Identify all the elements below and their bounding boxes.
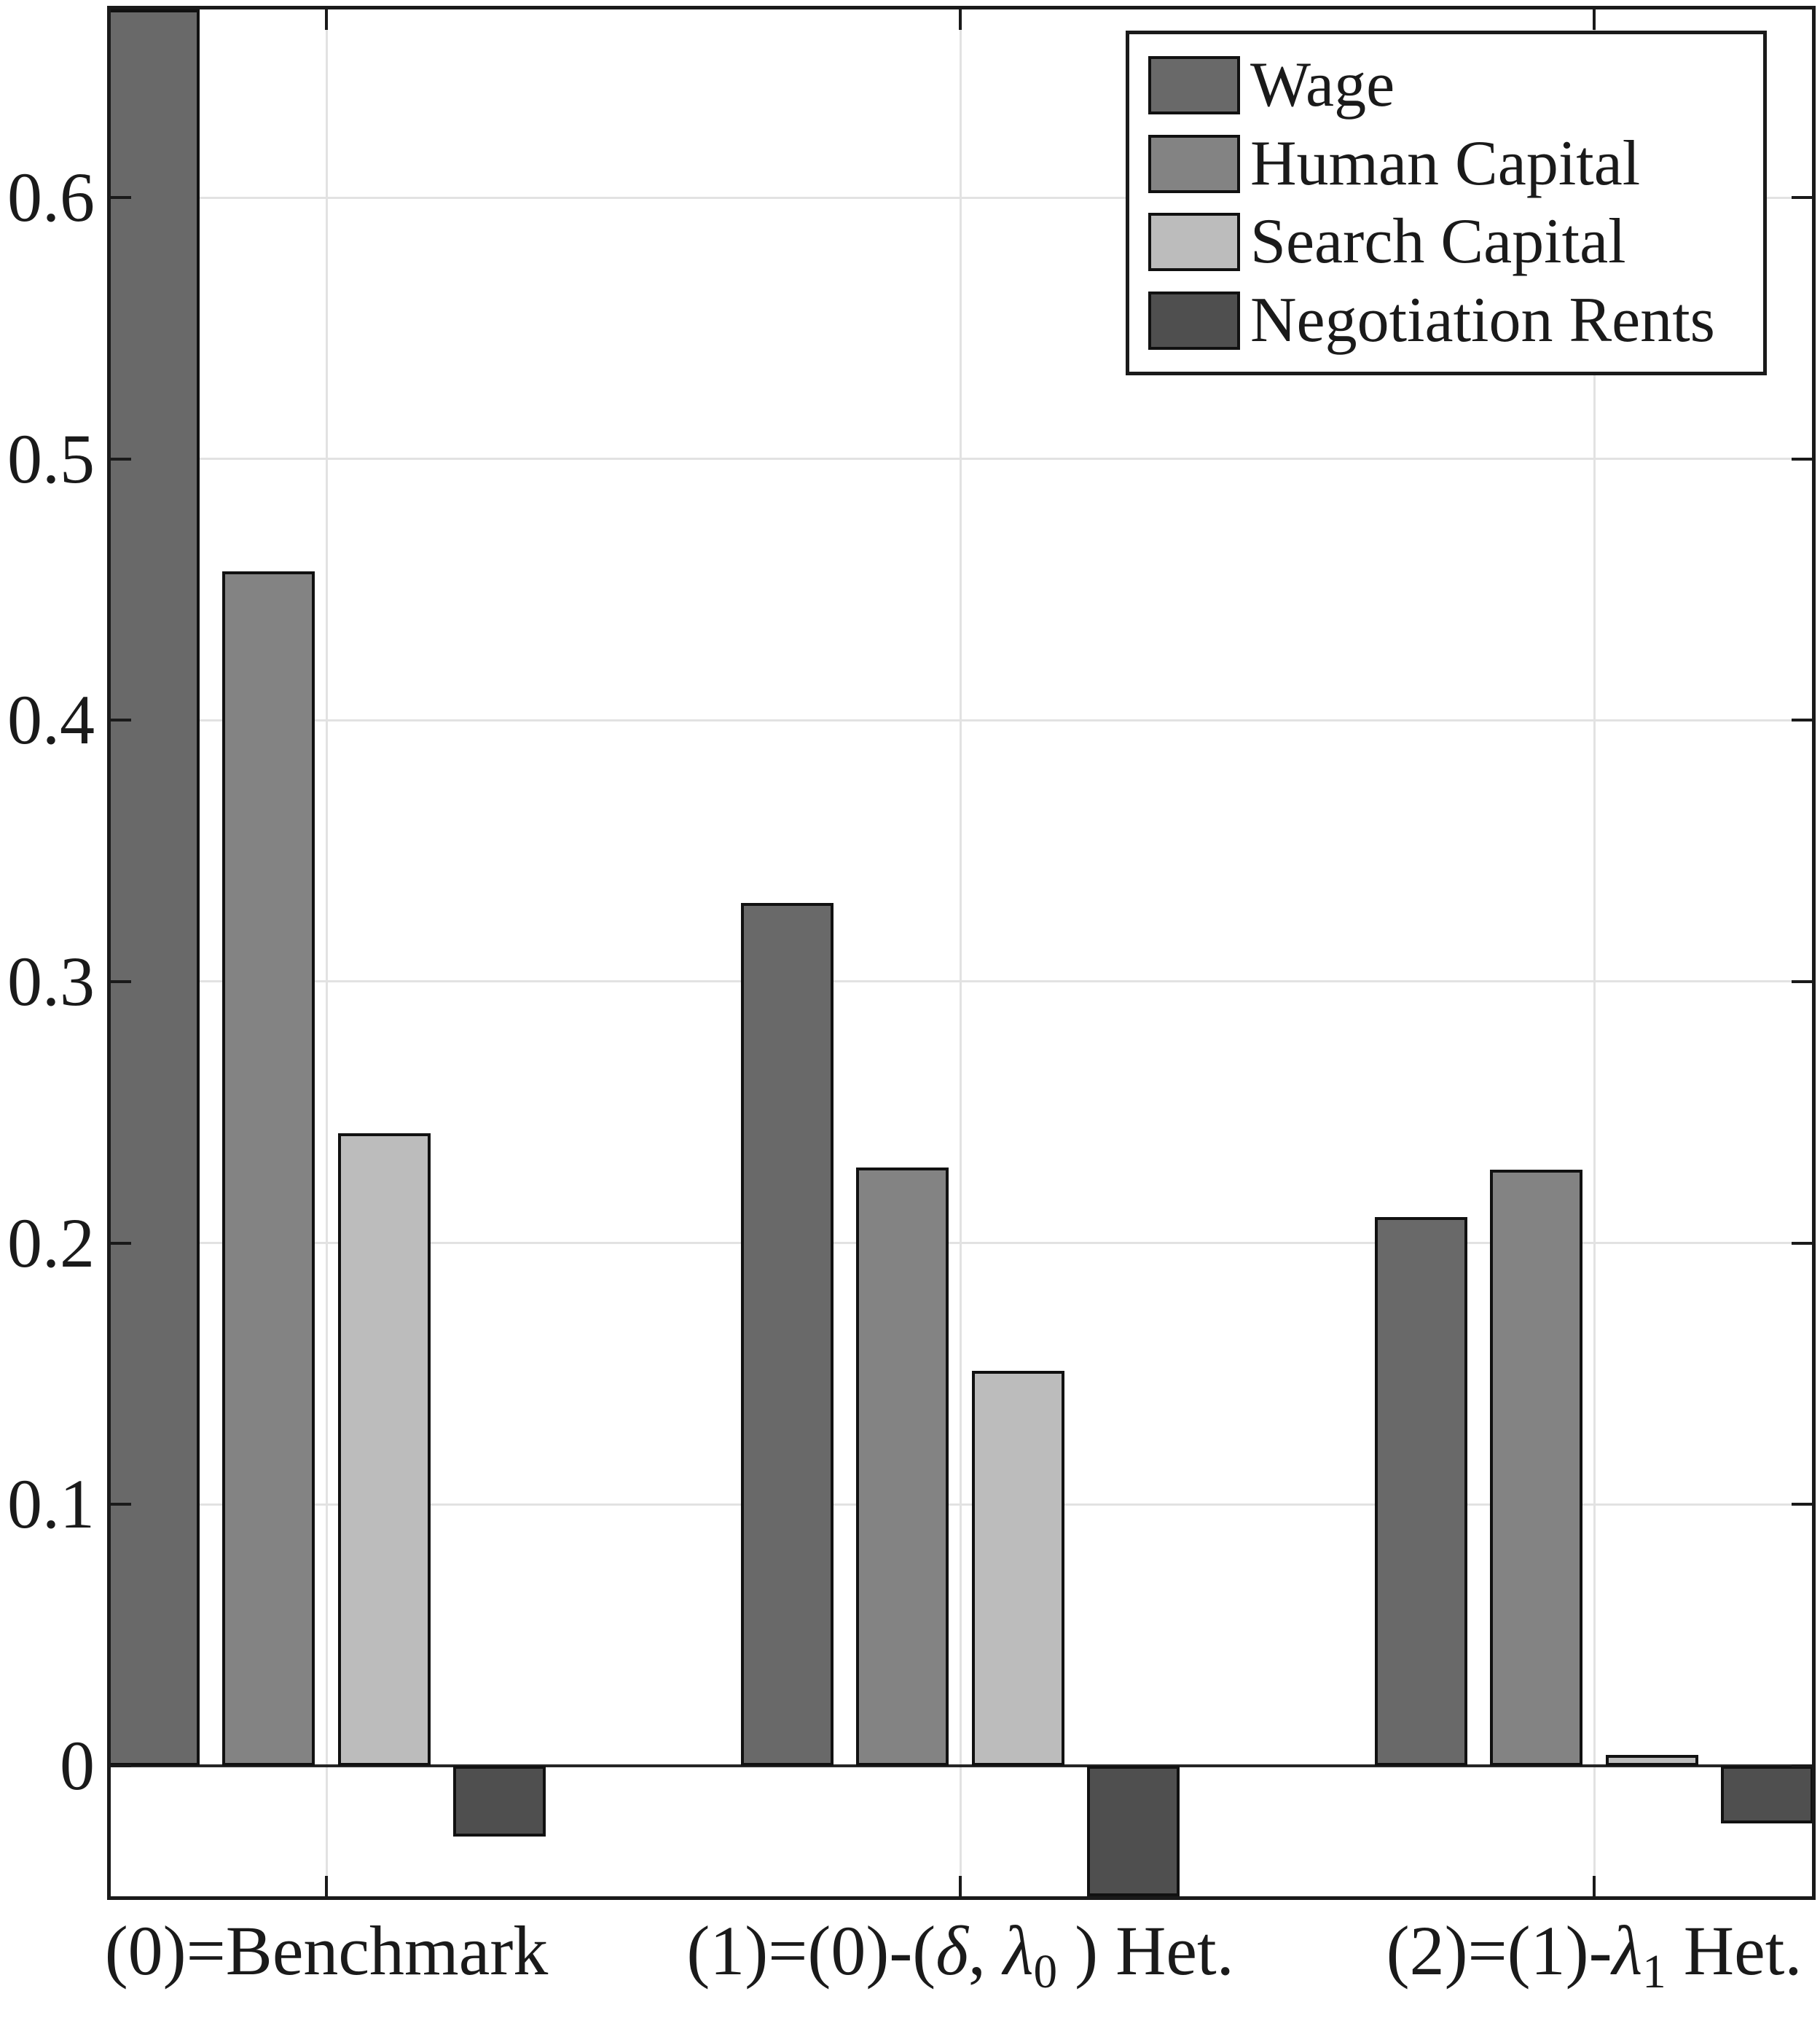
zero-line (111, 1764, 1812, 1767)
h-gridline (111, 458, 1812, 461)
legend-label: Negotiation Rents (1250, 284, 1715, 356)
x-tick-mark (1593, 9, 1596, 30)
legend-label: Human Capital (1250, 128, 1641, 199)
y-tick-mark (111, 1764, 131, 1767)
legend-swatch-human-capital (1148, 134, 1240, 193)
y-tick-mark (1792, 457, 1812, 461)
y-tick-mark (111, 1503, 131, 1506)
bar-negotiation-rents-group1 (1086, 1765, 1180, 1896)
bar-search-capital-group0 (337, 1133, 431, 1766)
legend-swatch-search-capital (1148, 213, 1240, 272)
bar-wage-group1 (741, 903, 834, 1766)
legend-label: Search Capital (1250, 206, 1626, 278)
bar-human-capital-group2 (1490, 1170, 1583, 1766)
legend-item: Wage (1148, 52, 1763, 119)
bar-negotiation-rents-group0 (452, 1765, 546, 1837)
x-tick-mark (1593, 1876, 1596, 1896)
y-tick-mark (111, 196, 131, 200)
x-tick-label-text: δ (936, 1912, 968, 1990)
legend-label: Wage (1250, 50, 1395, 120)
v-gridline (325, 9, 328, 1896)
x-tick-label: (1)=(0)-(δ, λ0 ) Het. (596, 1911, 1325, 1999)
x-tick-label-text: λ (1612, 1912, 1643, 1990)
y-tick-mark (1792, 979, 1812, 983)
v-gridline (959, 9, 962, 1896)
h-gridline (111, 1242, 1812, 1245)
bar-wage-group2 (1375, 1216, 1468, 1766)
y-tick-mark (111, 979, 131, 983)
x-tick-label-text: 1 (1642, 1946, 1666, 1999)
x-tick-label-text: (1)=(0)-( (686, 1912, 936, 1990)
y-tick-mark (1792, 1503, 1812, 1506)
x-tick-label-text: Het. (1666, 1912, 1803, 1990)
h-gridline (111, 719, 1812, 721)
y-tick-label: 0 (60, 1726, 95, 1804)
x-tick-label-text: , (968, 1912, 1003, 1990)
y-tick-mark (1792, 196, 1812, 200)
x-tick-mark (325, 1876, 328, 1896)
y-tick-label: 0.3 (7, 942, 95, 1020)
bar-search-capital-group1 (971, 1371, 1064, 1766)
y-tick-mark (111, 457, 131, 461)
bar-human-capital-group1 (856, 1167, 949, 1766)
y-tick-mark (1792, 1764, 1812, 1767)
legend-item: Negotiation Rents (1148, 284, 1763, 356)
y-tick-mark (111, 719, 131, 722)
y-tick-mark (1792, 719, 1812, 722)
bar-negotiation-rents-group2 (1720, 1765, 1812, 1823)
x-tick-mark (959, 1876, 962, 1896)
x-tick-label-text: λ (1003, 1912, 1034, 1990)
legend-item: Human Capital (1148, 130, 1763, 198)
legend-item: Search Capital (1148, 208, 1763, 275)
legend: Wage Human Capital Search Capital Negotiati… (1126, 31, 1767, 375)
h-gridline (111, 1503, 1812, 1506)
v-gridline (1593, 9, 1596, 1896)
x-tick-label-text: ) Het. (1057, 1912, 1234, 1990)
y-tick-label: 0.6 (7, 158, 95, 237)
legend-swatch-negotiation-rents (1148, 291, 1240, 350)
x-tick-label-text: (2)=(1)- (1386, 1912, 1612, 1990)
x-tick-label: (0)=Benchmark (0, 1911, 691, 1991)
h-gridline (111, 980, 1812, 983)
x-tick-label-text: (0)=Benchmark (104, 1912, 549, 1990)
x-tick-label-text: 0 (1033, 1946, 1058, 1999)
y-tick-label: 0.1 (7, 1465, 95, 1544)
y-tick-label: 0.2 (7, 1203, 95, 1282)
y-tick-mark (111, 1241, 131, 1245)
x-tick-label: (2)=(1)-λ1 Het. (1230, 1911, 1820, 1999)
x-tick-mark (959, 9, 962, 30)
bar-search-capital-group2 (1605, 1755, 1698, 1766)
legend-swatch-wage (1148, 56, 1240, 114)
y-tick-label: 0.5 (7, 419, 95, 498)
bar-wage-group0 (111, 9, 200, 1766)
h-gridline (111, 196, 1812, 199)
y-tick-label: 0.4 (7, 681, 95, 759)
x-tick-mark (325, 9, 328, 30)
y-tick-mark (1792, 1241, 1812, 1245)
bar-human-capital-group0 (222, 571, 315, 1766)
